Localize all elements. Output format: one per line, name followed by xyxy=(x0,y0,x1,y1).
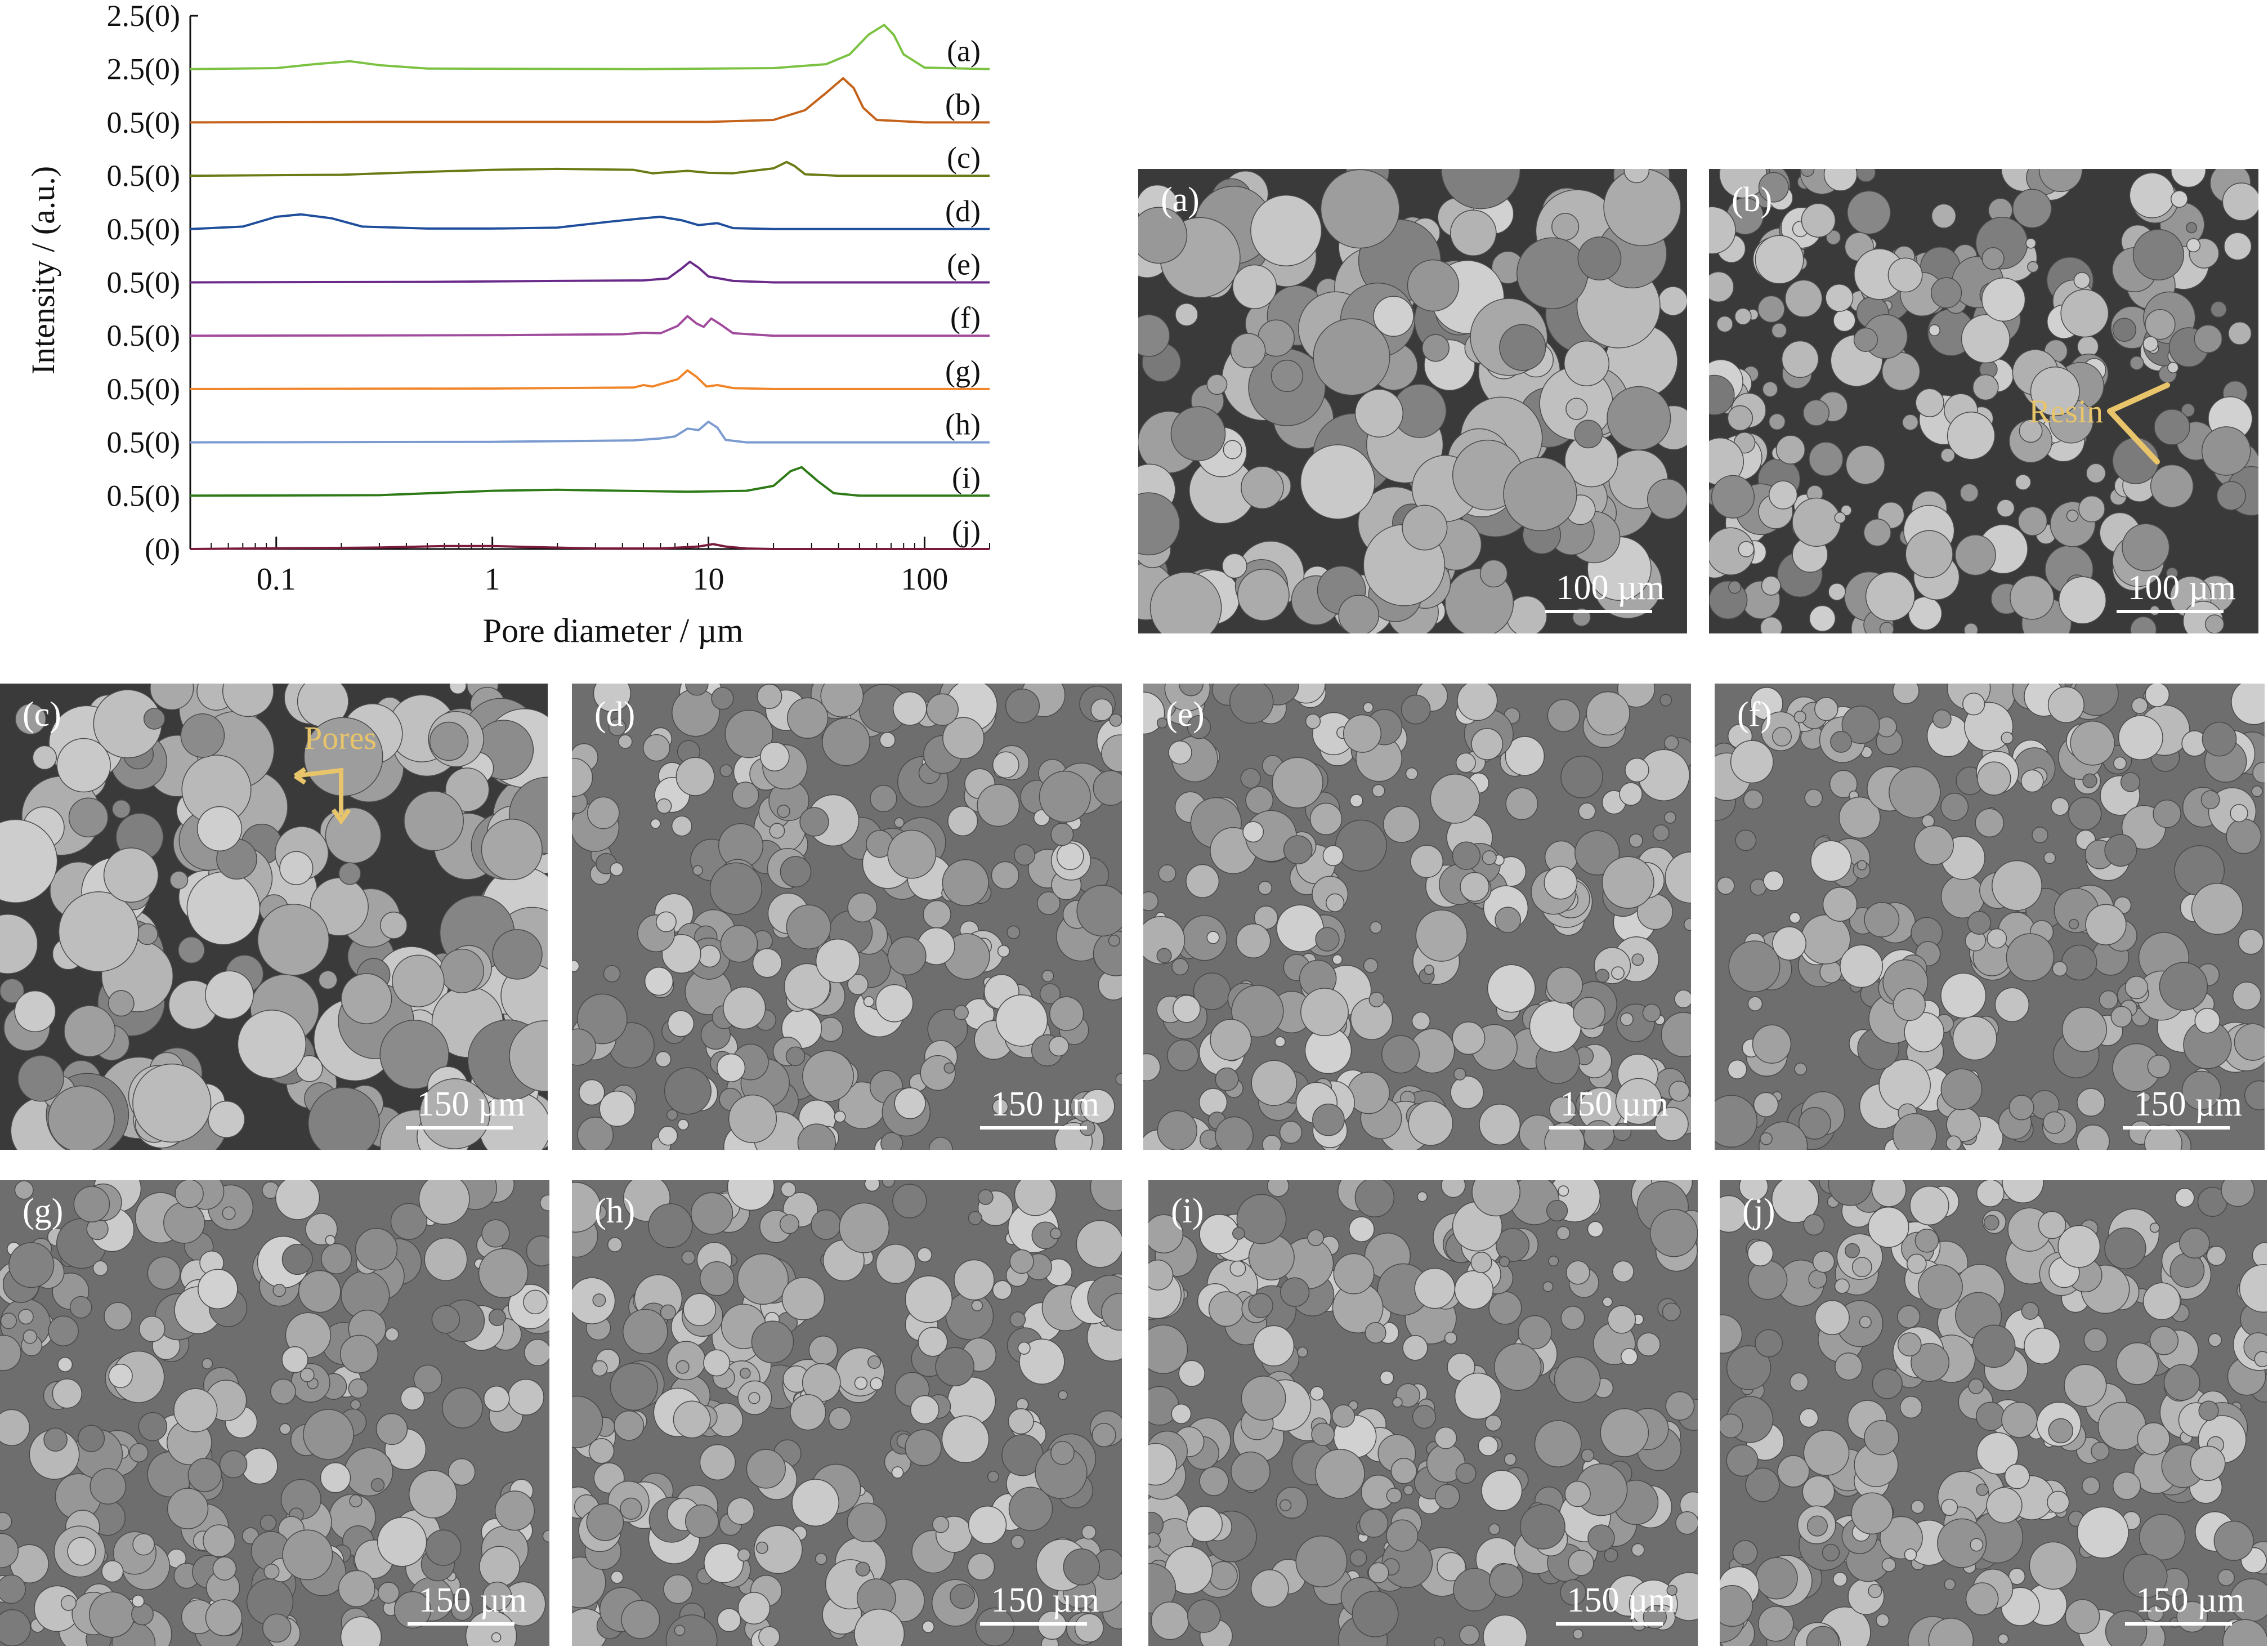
x-tick-label: 0.1 xyxy=(257,562,296,597)
y-tick-label: 0.5(0) xyxy=(107,159,180,193)
panel-letter: (f) xyxy=(1737,695,1772,734)
panel-letter: (i) xyxy=(1171,1192,1204,1230)
panel-letter: (a) xyxy=(1161,181,1200,219)
y-tick-label: 2.5(0) xyxy=(107,0,180,33)
series-label-b: (b) xyxy=(945,87,981,121)
y-tick-label: 0.5(0) xyxy=(107,212,180,246)
series-line-b xyxy=(190,77,990,124)
series-line-c xyxy=(190,160,990,177)
scale-bar xyxy=(980,1622,1087,1626)
y-tick-label: 0.5(0) xyxy=(107,266,180,300)
scale-bar-label: 150 µm xyxy=(991,1085,1099,1123)
y-tick-label: 2.5(0) xyxy=(107,52,180,86)
scale-bar xyxy=(2123,1126,2230,1130)
y-tick-label: (0) xyxy=(145,532,180,566)
sem-texture xyxy=(572,684,1122,1150)
series-line-f xyxy=(190,315,990,337)
scale-bar xyxy=(1556,1622,1663,1626)
series-label-d: (d) xyxy=(945,194,981,228)
resin-pointer-icon xyxy=(2107,382,2170,465)
series-label-f: (f) xyxy=(950,301,981,334)
sem-texture xyxy=(1143,684,1691,1150)
y-axis-label: Intensity / (a.u.) xyxy=(25,166,61,374)
sem-panel-j: (j) 150 µm xyxy=(1720,1180,2267,1646)
scale-bar xyxy=(408,1622,515,1626)
sem-panel-h: (h) 150 µm xyxy=(572,1180,1122,1646)
resin-label: Resin xyxy=(2029,393,2104,430)
series-label-e: (e) xyxy=(947,248,981,282)
sem-texture xyxy=(572,1180,1122,1646)
sem-panel-b: (b) 100 µm xyxy=(1709,169,2258,633)
panel-letter: (d) xyxy=(594,695,636,734)
sem-texture xyxy=(1138,169,1687,633)
sem-texture xyxy=(1148,1180,1698,1646)
series-line-d xyxy=(190,213,990,230)
panel-letter: (j) xyxy=(1742,1192,1775,1230)
sem-texture xyxy=(1715,684,2265,1150)
scale-bar-label: 150 µm xyxy=(2136,1581,2244,1619)
panel-letter: (e) xyxy=(1166,695,1205,734)
scale-bar-label: 150 µm xyxy=(418,1581,527,1619)
sem-panel-f: (f) 150 µm xyxy=(1715,684,2265,1150)
sem-texture xyxy=(0,1180,549,1646)
sem-panel-d: (d) 150 µm xyxy=(572,684,1122,1150)
scale-bar-label: 100 µm xyxy=(1556,569,1665,607)
sem-texture xyxy=(1720,1180,2267,1646)
scale-bar xyxy=(2117,610,2224,613)
plot-area: 2.5(0) 2.5(0) 0.5(0) 0.5(0) 0.5(0) 0.5(0) 0.5(… xyxy=(107,0,990,597)
sem-panel-a: (a) 100 µm xyxy=(1138,169,1687,633)
x-tick-label: 1 xyxy=(485,562,500,597)
x-axis-label: Pore diameter / µm xyxy=(483,612,744,649)
panel-letter: (g) xyxy=(23,1192,64,1230)
series-label-h: (h) xyxy=(945,408,981,441)
sem-texture xyxy=(0,684,548,1150)
series-label-j: (j) xyxy=(952,514,981,548)
pores-label: Pores xyxy=(304,720,377,756)
scale-bar xyxy=(1545,610,1652,613)
scale-bar-label: 150 µm xyxy=(991,1581,1099,1619)
series-label-a: (a) xyxy=(947,34,981,68)
panel-letter: (h) xyxy=(594,1192,636,1230)
scale-bar xyxy=(2125,1622,2232,1626)
sem-panel-e: (e) 150 µm xyxy=(1143,684,1691,1150)
scale-bar-label: 150 µm xyxy=(2133,1085,2242,1123)
x-tick-label: 10 xyxy=(693,562,724,597)
series-label-i: (i) xyxy=(952,461,981,494)
sem-texture xyxy=(1709,169,2258,633)
y-tick-label: 0.5(0) xyxy=(107,319,180,352)
panel-letter: (b) xyxy=(1732,181,1773,219)
series-line-i xyxy=(190,466,990,497)
sem-panel-g: (g) 150 µm xyxy=(0,1180,549,1646)
scale-bar xyxy=(1549,1126,1656,1130)
y-tick-label: 0.5(0) xyxy=(107,426,180,459)
sem-panel-c: (c) 150 µm xyxy=(0,684,548,1150)
x-tick-label: 100 xyxy=(901,562,948,597)
y-tick-label: 0.5(0) xyxy=(107,479,180,512)
series-line-h xyxy=(190,421,990,444)
y-tick-label: 0.5(0) xyxy=(107,105,180,139)
panel-letter: (c) xyxy=(23,695,61,734)
scale-bar xyxy=(980,1126,1087,1130)
scale-bar-label: 100 µm xyxy=(2127,569,2236,607)
scale-bar-label: 150 µm xyxy=(1560,1085,1668,1123)
series-line-e xyxy=(190,260,990,284)
scale-bar-label: 150 µm xyxy=(417,1085,525,1123)
series-label-g: (g) xyxy=(945,354,981,388)
series-line-a xyxy=(190,24,990,70)
series-line-j xyxy=(190,543,990,550)
sem-panel-i: (i) 150 µm xyxy=(1148,1180,1698,1646)
pore-size-distribution-chart: 2.5(0) 2.5(0) 0.5(0) 0.5(0) 0.5(0) 0.5(0) 0.5(… xyxy=(25,0,990,649)
y-tick-label: 0.5(0) xyxy=(107,372,180,406)
scale-bar xyxy=(406,1126,513,1130)
series-line-g xyxy=(190,369,990,390)
pores-pointer-icon xyxy=(293,767,351,825)
series-label-c: (c) xyxy=(947,141,981,175)
scale-bar-label: 150 µm xyxy=(1567,1581,1675,1619)
